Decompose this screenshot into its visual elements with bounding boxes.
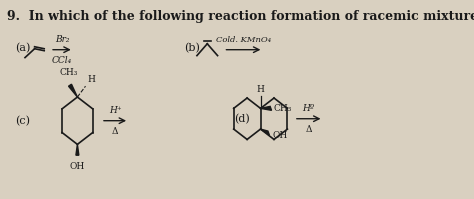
Text: Hº: Hº [302, 104, 315, 113]
Text: CH₃: CH₃ [59, 68, 78, 77]
Polygon shape [261, 106, 272, 110]
Text: H: H [256, 85, 264, 94]
Text: Δ: Δ [305, 125, 312, 134]
Text: OH: OH [70, 162, 85, 171]
Text: OH: OH [273, 132, 288, 140]
Text: Cold. KMnO₄: Cold. KMnO₄ [216, 36, 271, 44]
Text: Br₂: Br₂ [55, 35, 69, 44]
Text: H⁺: H⁺ [109, 106, 121, 115]
Text: (a): (a) [15, 43, 30, 53]
Polygon shape [76, 144, 79, 155]
Text: 9.  In which of the following reaction formation of racemic mixture ?: 9. In which of the following reaction fo… [7, 10, 474, 23]
Polygon shape [261, 129, 269, 135]
Text: CCl₄: CCl₄ [52, 56, 72, 65]
Text: Δ: Δ [112, 127, 118, 136]
Text: H: H [87, 75, 95, 84]
Text: CH₃: CH₃ [274, 104, 292, 113]
Polygon shape [69, 84, 77, 97]
Text: (c): (c) [15, 116, 30, 126]
Text: (b): (b) [184, 43, 200, 53]
Text: (d): (d) [234, 114, 250, 124]
